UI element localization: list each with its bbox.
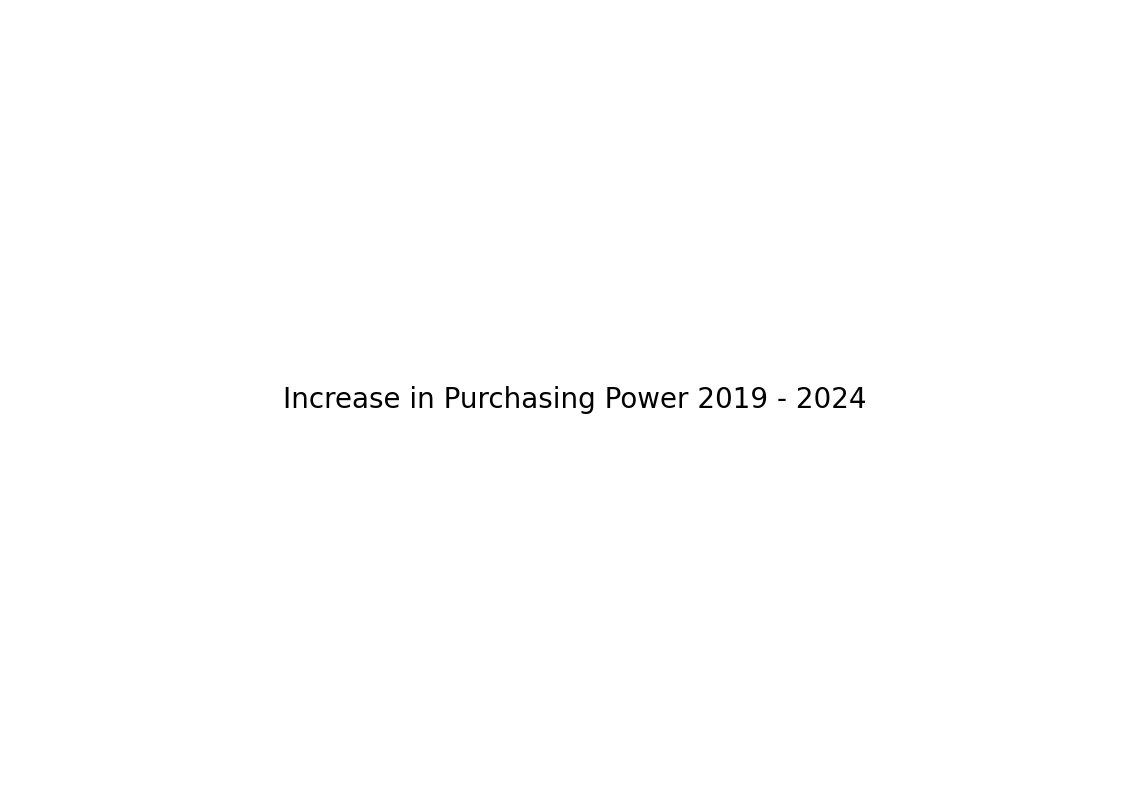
Text: Increase in Purchasing Power 2019 - 2024: Increase in Purchasing Power 2019 - 2024 (283, 386, 867, 415)
